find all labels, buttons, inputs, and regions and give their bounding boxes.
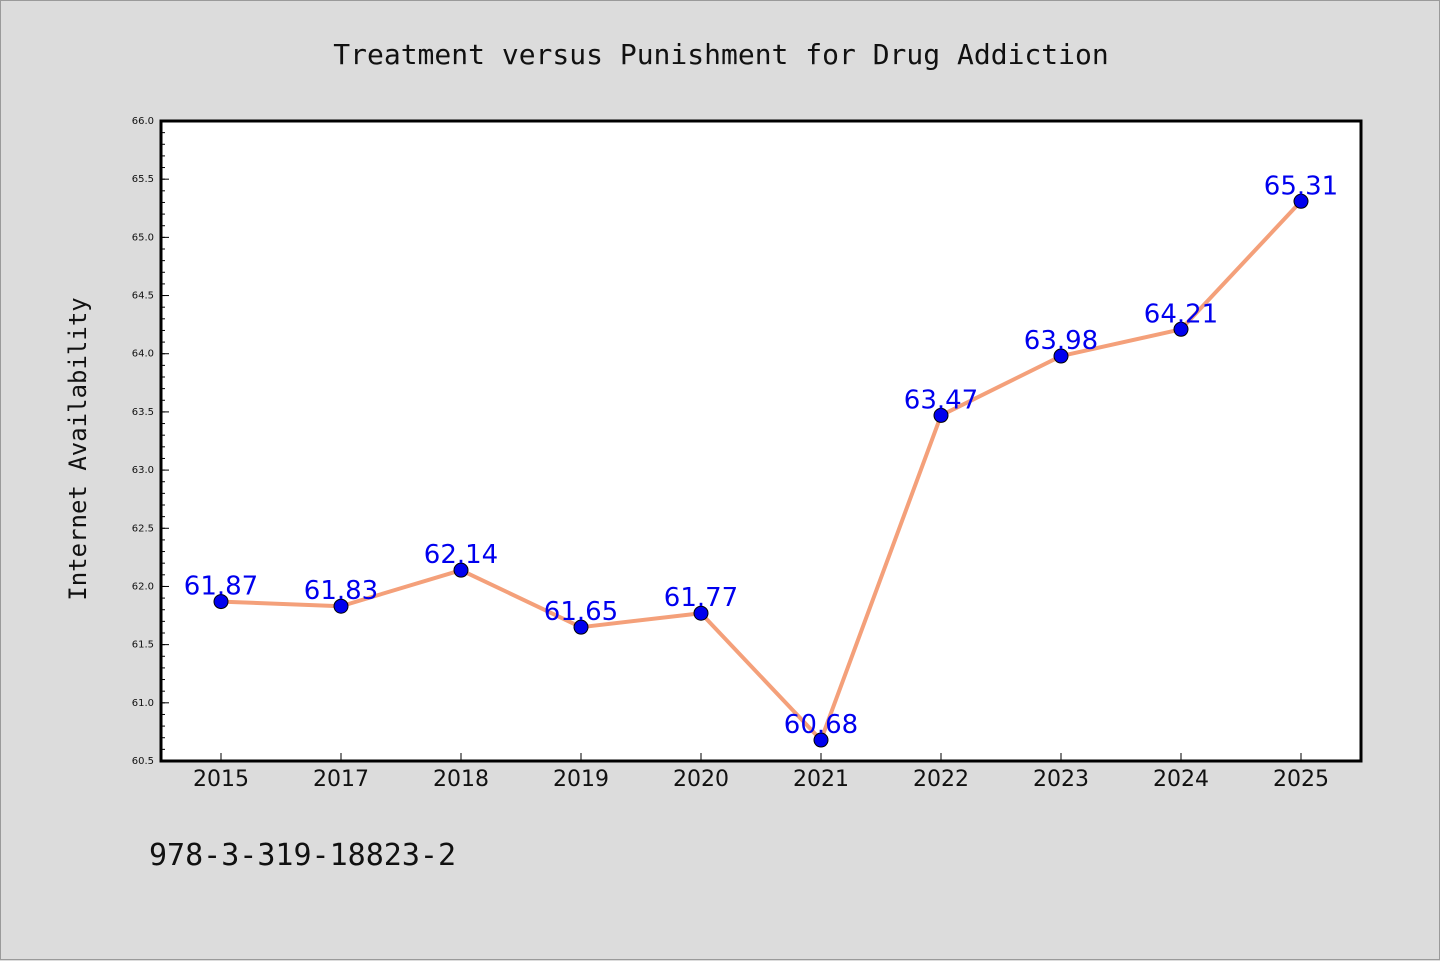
y-tick-label: 65.0 — [132, 232, 154, 243]
series-line-path — [220, 199, 1303, 743]
data-point — [1053, 348, 1069, 364]
data-point — [213, 594, 229, 610]
y-tick-label: 62.5 — [132, 523, 154, 534]
x-tick-label: 2017 — [313, 767, 369, 792]
x-tick-label: 2015 — [193, 767, 249, 792]
chart-title: Treatment versus Punishment for Drug Add… — [333, 38, 1108, 71]
data-labels: 61.87 61.83 62.14 61.65 61.77 60.68 63.47 63.98… — [184, 171, 1338, 740]
data-point — [693, 605, 709, 621]
y-tick-label: 65.5 — [132, 174, 154, 185]
data-label: 62.14 — [424, 540, 498, 570]
y-tick-label: 66.0 — [132, 116, 154, 127]
x-tick-label: 2018 — [433, 767, 489, 792]
series-line — [220, 199, 1303, 743]
data-point — [813, 732, 829, 748]
x-axis: 2015 2017 2018 2019 2020 2021 2022 2023 2024 2025 — [193, 753, 1329, 792]
data-label: 60.68 — [784, 710, 858, 740]
plot-area — [159, 119, 1363, 763]
x-tick-label: 2020 — [673, 767, 729, 792]
y-tick-label: 63.5 — [132, 407, 154, 418]
data-point — [453, 562, 469, 578]
data-label: 63.98 — [1024, 326, 1098, 356]
x-tick-label: 2021 — [793, 767, 849, 792]
y-tick-label: 64.5 — [132, 291, 154, 302]
y-tick-label: 64.0 — [132, 349, 154, 360]
y-axis: 60.5 61.0 61.5 62.0 62.5 63.0 63.5 64.0 64.5 65.0… — [132, 116, 169, 767]
x-tick-label: 2024 — [1153, 767, 1209, 792]
y-tick-label: 63.0 — [132, 465, 154, 476]
data-label: 61.83 — [304, 576, 378, 606]
x-tick-label: 2025 — [1273, 767, 1329, 792]
y-tick-label: 61.5 — [132, 640, 154, 651]
isbn-text: 978-3-319-18823-2 — [149, 838, 456, 873]
data-point — [1293, 193, 1309, 209]
data-label: 61.65 — [544, 597, 618, 627]
data-point — [333, 598, 349, 614]
x-tick-label: 2023 — [1033, 767, 1089, 792]
data-label: 61.87 — [184, 572, 258, 602]
data-label: 63.47 — [904, 385, 978, 415]
data-point — [1173, 321, 1189, 337]
y-tick-label: 62.0 — [132, 581, 154, 592]
data-point — [933, 407, 949, 423]
y-axis-label: Internet Availability — [64, 297, 92, 600]
x-tick-label: 2022 — [913, 767, 969, 792]
data-label: 64.21 — [1144, 299, 1218, 329]
data-label: 65.31 — [1264, 171, 1338, 201]
y-tick-label: 60.5 — [132, 756, 154, 767]
y-tick-label: 61.0 — [132, 698, 154, 709]
markers — [213, 193, 1309, 748]
data-label: 61.77 — [664, 583, 738, 613]
data-point — [573, 619, 589, 635]
x-tick-label: 2019 — [553, 767, 609, 792]
